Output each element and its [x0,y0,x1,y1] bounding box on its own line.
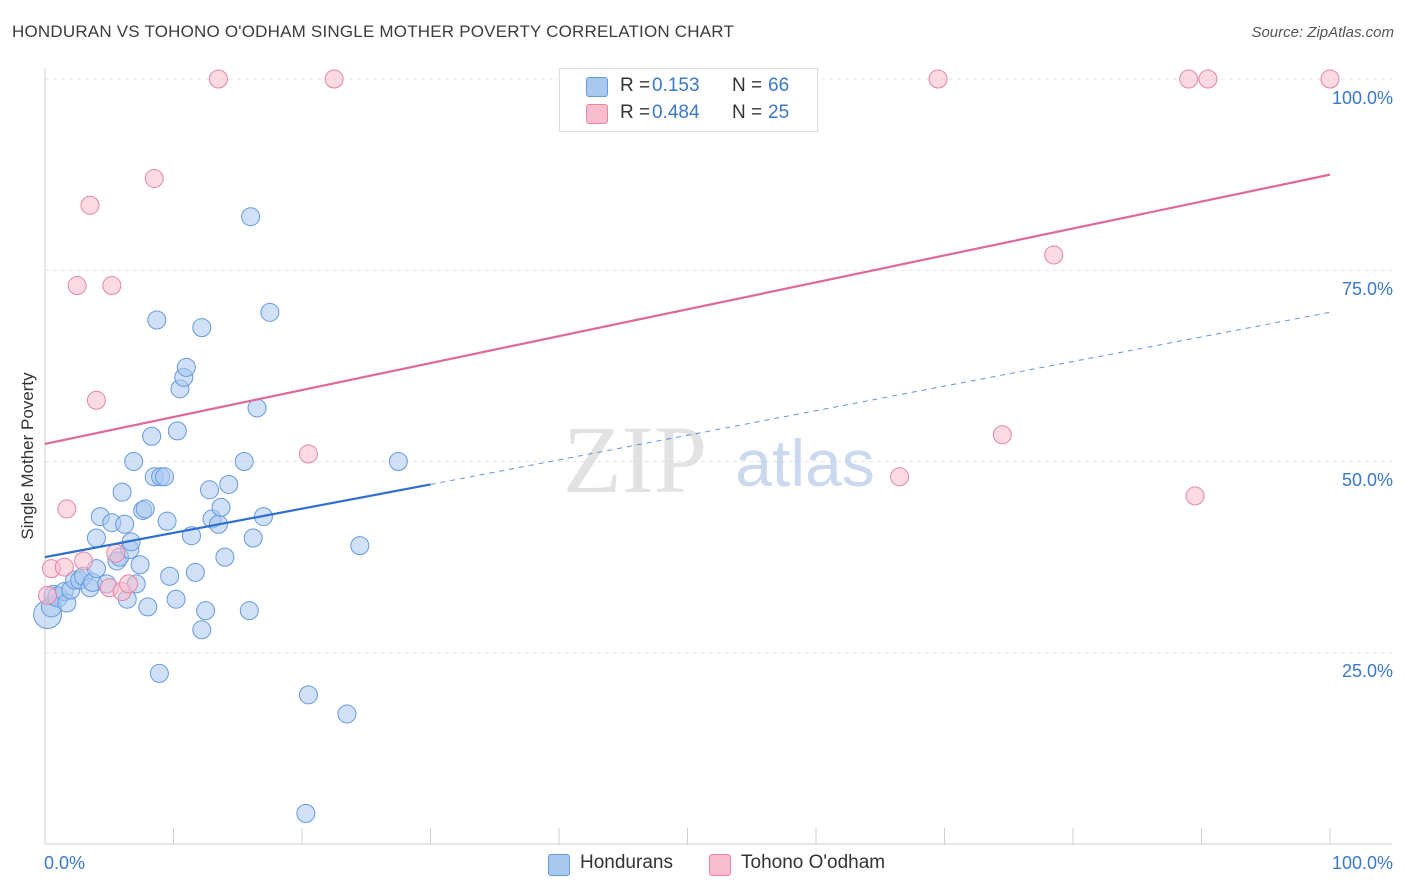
data-point-hondurans [241,207,261,227]
data-point-hondurans [350,536,370,556]
data-point-hondurans [157,511,177,531]
data-point-tohono [144,168,164,188]
data-point-tohono [74,551,94,571]
data-point-tohono [86,390,106,410]
data-point-tohono [57,499,77,519]
data-point-hondurans [155,467,175,487]
data-point-tohono [324,69,344,89]
data-point-hondurans [167,421,187,441]
bottom-legend-swatch-hondurans [548,854,570,876]
data-point-hondurans [138,597,158,617]
data-point-hondurans [243,528,263,548]
data-point-hondurans [234,452,254,471]
data-point-hondurans [130,555,150,575]
data-point-hondurans [215,547,235,567]
data-point-tohono [102,276,122,296]
data-point-hondurans [160,566,180,586]
data-point-tohono [208,69,228,89]
bottom-legend-label-hondurans: Hondurans [580,852,673,873]
watermark-zip: ZIP [563,406,707,513]
data-point-hondurans [196,601,216,621]
watermark-atlas: atlas [735,426,874,500]
data-point-hondurans [115,514,135,534]
data-point-hondurans [147,310,167,330]
legend-swatch-hondurans [586,77,608,97]
data-point-hondurans [388,452,408,471]
data-point-tohono [1044,245,1064,265]
legend-r-value-hondurans: 0.153 [652,75,700,96]
data-point-tohono [1198,69,1218,89]
legend-n-value-hondurans: 66 [768,75,790,96]
data-point-tohono [1185,486,1205,506]
x-tick-label-max: 100.0% [1332,853,1393,873]
bottom-legend-label-tohono: Tohono O'odham [741,852,886,873]
data-point-tohono [928,69,948,89]
legend-swatch-tohono [586,104,608,124]
watermark: ZIP atlas [563,406,875,513]
data-point-hondurans [166,589,186,609]
y-tick-label-50: 50.0% [1342,470,1393,490]
chart-title: HONDURAN VS TOHONO O'ODHAM SINGLE MOTHER… [12,22,735,41]
data-point-tohono [298,444,318,464]
trend-lines [44,173,1331,559]
legend-n-label: N = [732,102,763,123]
axes [44,68,1392,845]
y-tick-label-25: 25.0% [1342,661,1393,681]
data-point-hondurans [296,803,316,823]
tick-labels: 0.0% 100.0% 25.0% 50.0% 75.0% 100.0% [44,88,1393,873]
legend-r-value-tohono: 0.484 [652,102,700,123]
grid-lines [45,78,1392,654]
data-point-hondurans [142,426,162,446]
data-point-tohono [38,585,58,605]
data-point-tohono [80,195,100,215]
data-point-hondurans [211,497,231,517]
bottom-legend-swatch-tohono [709,854,731,876]
data-point-hondurans [219,474,239,494]
data-point-tohono [890,467,910,487]
data-point-tohono [1320,69,1340,89]
y-tick-label-100: 100.0% [1332,88,1393,108]
data-point-hondurans [86,528,106,548]
data-point-hondurans [199,480,219,500]
data-point-hondurans [176,357,196,377]
data-point-hondurans [135,499,155,519]
data-point-hondurans [112,482,132,502]
data-point-hondurans [149,663,169,683]
trend-extension-hondurans [430,311,1331,485]
data-point-hondurans [260,302,280,322]
correlation-legend: R = 0.153 N = 66 R = 0.484 N = 25 [559,68,818,132]
data-point-hondurans [185,562,205,582]
data-point-tohono [67,276,87,296]
trend-line-hondurans [44,483,431,559]
x-tick-label-min: 0.0% [44,853,85,873]
y-tick-label-75: 75.0% [1342,279,1393,299]
trend-line-tohono [44,173,1331,445]
data-point-hondurans [239,601,259,621]
data-point-hondurans [337,704,357,724]
y-axis-label: Single Mother Poverty [18,372,37,540]
data-point-tohono [992,425,1012,445]
legend-n-value-tohono: 25 [768,102,790,123]
data-point-tohono [106,543,126,563]
data-point-tohono [54,557,74,577]
data-point-tohono [1179,69,1199,89]
data-point-hondurans [192,620,212,640]
data-point-hondurans [124,452,144,471]
legend-r-label: R = [620,75,651,96]
data-points [33,69,1340,823]
legend-r-label: R = [620,102,651,123]
source-credit: Source: ZipAtlas.com [1251,24,1394,41]
data-point-hondurans [192,318,212,338]
data-point-tohono [119,574,139,594]
data-point-hondurans [298,685,318,705]
legend-n-label: N = [732,75,763,96]
